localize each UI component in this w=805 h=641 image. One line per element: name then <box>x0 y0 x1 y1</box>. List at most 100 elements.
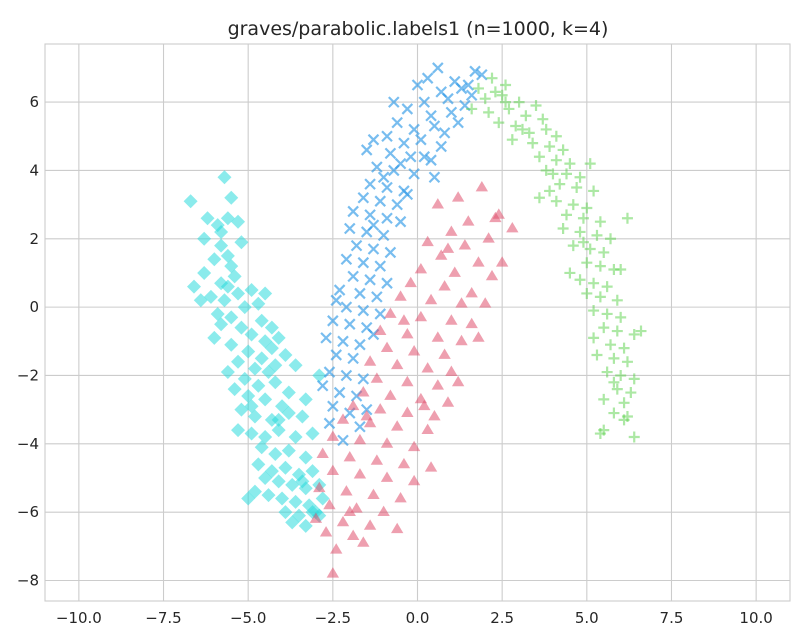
data-point <box>330 543 343 554</box>
data-point <box>381 130 393 143</box>
data-point <box>367 243 380 255</box>
data-point <box>415 133 427 146</box>
data-point <box>414 263 428 274</box>
data-point <box>465 317 478 329</box>
data-point <box>391 198 403 211</box>
data-point <box>231 423 246 438</box>
data-point <box>271 423 286 438</box>
data-point <box>220 365 235 380</box>
data-point <box>628 328 640 340</box>
data-point <box>628 373 640 385</box>
data-point <box>357 256 370 269</box>
data-point <box>588 277 600 289</box>
data-point <box>254 440 269 455</box>
y-tick-label: 4 <box>29 161 39 179</box>
data-point <box>398 137 410 149</box>
data-point <box>367 488 380 499</box>
data-point <box>394 215 407 228</box>
data-point <box>337 335 349 348</box>
data-point <box>571 182 583 194</box>
data-point <box>445 314 458 325</box>
data-point <box>268 447 283 462</box>
data-point <box>319 526 333 537</box>
data-point <box>326 567 340 578</box>
data-point <box>343 450 356 462</box>
data-point <box>584 243 596 255</box>
data-point <box>384 246 397 259</box>
data-point <box>462 215 475 226</box>
data-point <box>381 212 393 225</box>
data-point <box>495 256 509 267</box>
data-point <box>224 310 239 325</box>
y-tick-label: −4 <box>17 435 39 453</box>
data-point <box>475 181 489 192</box>
data-point <box>214 317 229 332</box>
data-point <box>251 378 266 393</box>
data-point <box>388 96 400 108</box>
data-point <box>465 286 478 298</box>
data-point <box>431 331 444 342</box>
data-point <box>544 185 556 197</box>
data-point <box>231 214 246 229</box>
data-point <box>591 229 603 241</box>
data-point <box>421 423 434 435</box>
data-point <box>421 235 434 247</box>
data-point <box>374 195 387 207</box>
data-point <box>418 150 431 163</box>
data-point <box>343 318 356 330</box>
data-point <box>220 248 235 263</box>
data-point <box>380 471 394 482</box>
data-point <box>357 536 370 547</box>
data-points <box>183 62 647 578</box>
data-point <box>479 93 491 105</box>
data-point <box>513 96 525 108</box>
data-point <box>350 502 363 513</box>
data-point <box>308 505 323 520</box>
data-point <box>472 256 485 267</box>
data-point <box>298 392 313 407</box>
data-point <box>374 260 387 272</box>
data-point <box>357 191 370 204</box>
data-point <box>452 116 464 129</box>
data-point <box>377 229 390 242</box>
data-point <box>330 294 343 307</box>
data-point <box>197 265 212 280</box>
data-point <box>601 308 613 320</box>
data-point <box>486 72 498 84</box>
data-point <box>271 474 286 489</box>
data-point <box>523 127 535 139</box>
data-point <box>621 212 633 224</box>
data-point <box>347 205 359 218</box>
data-point <box>278 505 293 520</box>
data-point <box>401 327 414 339</box>
data-point <box>442 92 454 105</box>
data-point <box>360 409 373 421</box>
data-point <box>364 178 376 190</box>
data-point <box>237 371 252 386</box>
data-point <box>428 120 441 132</box>
data-point <box>510 120 522 132</box>
data-point <box>251 296 266 311</box>
data-point <box>346 529 360 540</box>
data-point <box>364 274 376 286</box>
data-point <box>472 82 484 94</box>
data-point <box>305 426 320 441</box>
data-point <box>251 457 266 472</box>
data-point <box>391 420 404 431</box>
data-point <box>350 239 363 252</box>
data-point <box>336 515 350 527</box>
series-x <box>316 62 488 447</box>
data-point <box>520 110 532 122</box>
data-point <box>193 293 208 308</box>
data-point <box>581 202 593 214</box>
data-point <box>305 464 320 479</box>
data-point <box>323 498 336 510</box>
data-point <box>445 365 458 376</box>
data-point <box>244 283 259 298</box>
y-tick-label: −6 <box>17 503 39 521</box>
data-point <box>561 168 572 180</box>
data-point <box>217 170 232 185</box>
data-point <box>625 387 637 399</box>
data-point <box>231 286 246 301</box>
data-point <box>615 264 627 276</box>
